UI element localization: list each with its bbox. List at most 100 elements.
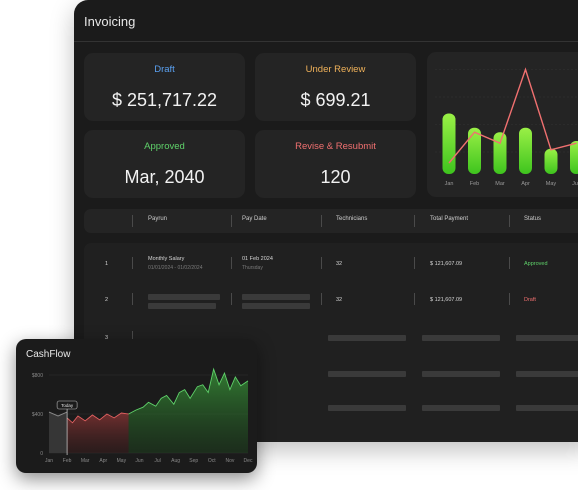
draft-value: $ 251,717.22 [111, 90, 218, 110]
x-tick-label: Dec [244, 458, 253, 464]
approved-card[interactable]: Approved Mar, 2040 [84, 130, 245, 198]
today-marker-badge [56, 400, 78, 410]
payrun-period: 01/01/2024 - 01/02/2024 [148, 265, 203, 271]
approved-value: Mar, 2040 [124, 167, 205, 187]
placeholder-bar [516, 405, 578, 411]
placeholder-bar [148, 294, 220, 300]
column-separator [132, 293, 133, 305]
negative-line [66, 412, 129, 424]
column-separator [321, 293, 322, 305]
cashflow-title: CashFlow [26, 349, 71, 360]
negative-area [67, 413, 129, 453]
y-tick-label: $800 [32, 373, 43, 379]
column-separator [509, 215, 510, 227]
bar-feb [468, 127, 481, 174]
column-separator [132, 331, 133, 343]
past-line [48, 411, 68, 417]
x-tick-label: Mar [495, 181, 505, 187]
trend-line [448, 67, 577, 164]
payrun-name: Monthly Salary [148, 256, 185, 262]
column-separator [414, 293, 415, 305]
column-separator [132, 257, 133, 269]
placeholder-bar [242, 294, 310, 300]
approved-label: Approved [144, 141, 185, 152]
positive-area [128, 369, 248, 453]
x-tick-label: Jun [135, 458, 143, 464]
header-pay-date[interactable]: Pay Date [242, 216, 267, 222]
bar-apr [519, 127, 532, 174]
table-header: Payrun Pay Date Technicians Total Paymen… [84, 209, 578, 233]
placeholder-bar [516, 335, 578, 341]
x-tick-label: Sep [189, 458, 198, 464]
column-separator [321, 257, 322, 269]
monthly-bar-line-chart: Jan Feb Mar Apr May Jun [435, 67, 578, 187]
placeholder-bar [242, 303, 310, 309]
revise-card[interactable]: Revise & Resubmit 120 [255, 130, 416, 198]
placeholder-bar [422, 405, 500, 411]
x-tick-label: Mar [81, 458, 90, 464]
header-status[interactable]: Status [524, 216, 542, 222]
today-marker-label: Today [61, 403, 74, 408]
under-review-card[interactable]: Under Review $ 699.21 [255, 53, 416, 121]
x-tick-label: May [117, 458, 127, 464]
pay-day: Thursday [242, 265, 263, 271]
placeholder-bar [328, 371, 406, 377]
bar-jun [570, 141, 578, 174]
placeholder-bar [148, 303, 216, 309]
monthly-chart-card: Jan Feb Mar Apr May Jun [427, 52, 578, 197]
draft-card[interactable]: Draft $ 251,717.22 [84, 53, 245, 121]
total-payment: $ 121,607.09 [430, 261, 463, 267]
status-badge: Draft [524, 297, 536, 303]
column-separator [509, 257, 510, 269]
status-badge: Approved [524, 261, 548, 267]
bar-mar [493, 132, 507, 174]
row-number: 1 [105, 261, 109, 267]
cashflow-card: CashFlow $800 $400 0 Jan Feb Mar Apr May Jun Jul A… [16, 339, 257, 473]
row-number: 2 [105, 297, 109, 303]
page-title: Invoicing [84, 14, 136, 29]
x-tick-label: Jul [154, 458, 160, 464]
x-tick-label: Jun [572, 181, 578, 187]
column-separator [509, 293, 510, 305]
technicians-count: 32 [336, 297, 343, 303]
header-payrun[interactable]: Payrun [148, 216, 168, 222]
x-tick-label: Jan [45, 458, 53, 464]
row-number: 3 [105, 335, 109, 341]
bar-may [544, 148, 558, 174]
placeholder-bar [328, 405, 406, 411]
technicians-count: 32 [336, 261, 343, 267]
header-technicians[interactable]: Technicians [336, 216, 368, 222]
total-payment: $ 121,607.09 [430, 297, 463, 303]
divider [74, 41, 578, 42]
header-total-payment[interactable]: Total Payment [430, 216, 469, 222]
pay-date: 01 Feb 2024 [242, 256, 273, 262]
x-tick-label: May [546, 181, 557, 187]
revise-label: Revise & Resubmit [295, 141, 376, 152]
column-separator [231, 293, 232, 305]
bar-jan [442, 113, 456, 174]
revise-value: 120 [320, 167, 351, 187]
x-tick-label: Apr [521, 181, 530, 187]
placeholder-bar [328, 335, 406, 341]
column-separator [231, 215, 232, 227]
column-separator [414, 257, 415, 269]
column-separator [321, 215, 322, 227]
placeholder-bar [422, 371, 500, 377]
column-separator [231, 257, 232, 269]
placeholder-bar [516, 371, 578, 377]
x-tick-label: Feb [470, 181, 479, 187]
column-separator [132, 215, 133, 227]
x-tick-label: Oct [208, 458, 216, 464]
y-tick-label: $400 [32, 412, 43, 418]
x-tick-label: Jan [445, 181, 454, 187]
x-tick-label: Nov [225, 458, 234, 464]
past-area [49, 412, 68, 453]
y-tick-label: 0 [40, 451, 43, 457]
x-tick-label: Apr [99, 458, 107, 464]
draft-label: Draft [154, 64, 175, 75]
column-separator [414, 215, 415, 227]
placeholder-bar [422, 335, 500, 341]
positive-line [128, 367, 249, 415]
under-review-value: $ 699.21 [300, 90, 371, 110]
